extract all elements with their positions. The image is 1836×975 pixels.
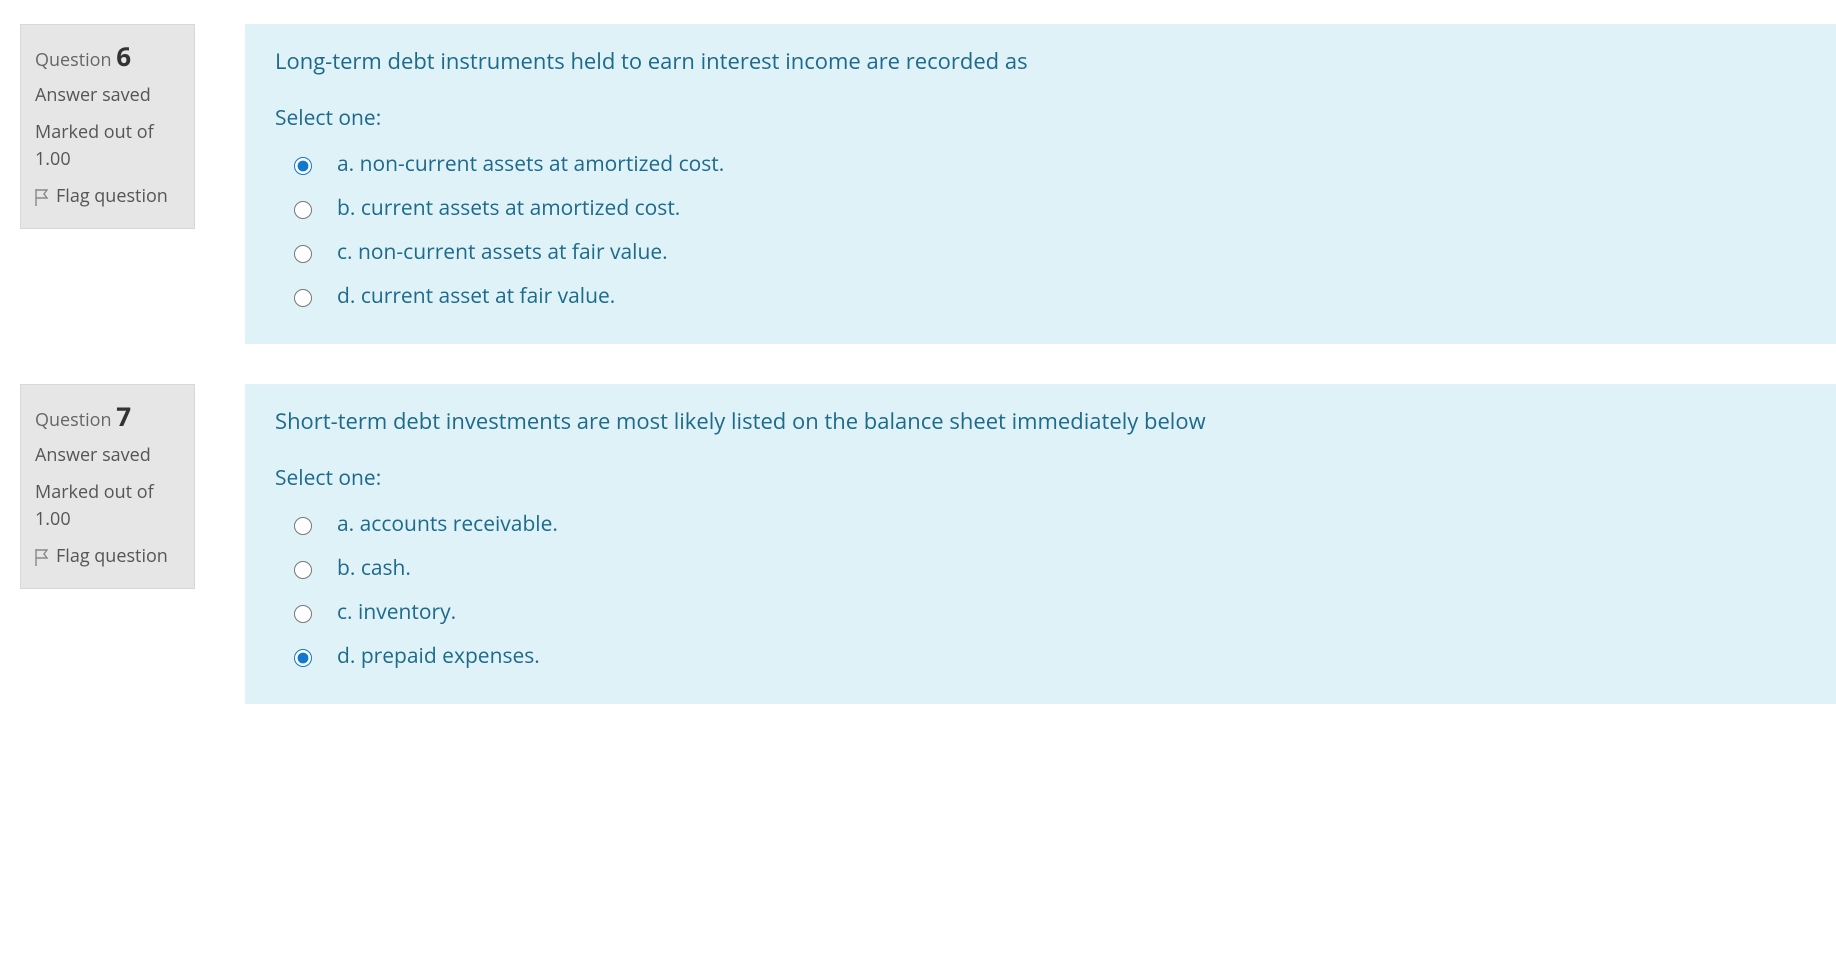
flag-icon	[35, 187, 50, 214]
answer-option[interactable]: b. cash.	[275, 546, 1806, 590]
question-info-panel: Question 7 Answer saved Marked out of 1.…	[20, 384, 195, 589]
answer-radio[interactable]	[294, 649, 312, 667]
question-number: 7	[116, 398, 131, 434]
question-heading: Question 6	[35, 37, 180, 76]
answer-text: b. current assets at amortized cost.	[337, 194, 680, 222]
select-one-label: Select one:	[275, 104, 1806, 132]
question-prompt: Short-term debt investments are most lik…	[275, 406, 1806, 436]
answer-text: a. non-current assets at amortized cost.	[337, 150, 724, 178]
answer-radio[interactable]	[294, 561, 312, 579]
answer-status: Answer saved	[35, 82, 180, 109]
flag-question-link[interactable]: Flag question	[35, 183, 180, 214]
marked-value: 1.00	[35, 147, 71, 171]
select-one-label: Select one:	[275, 464, 1806, 492]
question-heading: Question 7	[35, 397, 180, 436]
question-prompt: Long-term debt instruments held to earn …	[275, 46, 1806, 76]
answer-option[interactable]: c. non-current assets at fair value.	[275, 230, 1806, 274]
quiz-page: Question 6 Answer saved Marked out of 1.…	[0, 0, 1836, 704]
answer-text: c. non-current assets at fair value.	[337, 238, 668, 266]
answer-text: d. prepaid expenses.	[337, 642, 540, 670]
answer-text: a. accounts receivable.	[337, 510, 558, 538]
flag-question-text: Flag question	[56, 183, 168, 210]
marked-label: Marked out of	[35, 480, 154, 504]
marked-out-of: Marked out of 1.00	[35, 119, 180, 173]
question-number: 6	[116, 38, 131, 74]
question-label: Question	[35, 48, 112, 72]
question-content: Short-term debt investments are most lik…	[245, 384, 1836, 704]
answer-status: Answer saved	[35, 442, 180, 469]
answer-option[interactable]: d. current asset at fair value.	[275, 274, 1806, 318]
question-label: Question	[35, 408, 112, 432]
flag-question-link[interactable]: Flag question	[35, 543, 180, 574]
marked-out-of: Marked out of 1.00	[35, 479, 180, 533]
flag-icon	[35, 547, 50, 574]
answer-option[interactable]: a. accounts receivable.	[275, 502, 1806, 546]
answer-option[interactable]: b. current assets at amortized cost.	[275, 186, 1806, 230]
answer-option[interactable]: c. inventory.	[275, 590, 1806, 634]
answer-radio[interactable]	[294, 157, 312, 175]
answer-text: b. cash.	[337, 554, 411, 582]
question-block: Question 6 Answer saved Marked out of 1.…	[20, 24, 1836, 344]
answer-radio[interactable]	[294, 201, 312, 219]
marked-value: 1.00	[35, 507, 71, 531]
answer-text: c. inventory.	[337, 598, 456, 626]
answer-text: d. current asset at fair value.	[337, 282, 615, 310]
question-content: Long-term debt instruments held to earn …	[245, 24, 1836, 344]
question-info-panel: Question 6 Answer saved Marked out of 1.…	[20, 24, 195, 229]
answer-radio[interactable]	[294, 605, 312, 623]
question-block: Question 7 Answer saved Marked out of 1.…	[20, 384, 1836, 704]
answer-option[interactable]: d. prepaid expenses.	[275, 634, 1806, 678]
answer-radio[interactable]	[294, 245, 312, 263]
flag-question-text: Flag question	[56, 543, 168, 570]
answer-option[interactable]: a. non-current assets at amortized cost.	[275, 142, 1806, 186]
marked-label: Marked out of	[35, 120, 154, 144]
answer-radio[interactable]	[294, 289, 312, 307]
answer-radio[interactable]	[294, 517, 312, 535]
